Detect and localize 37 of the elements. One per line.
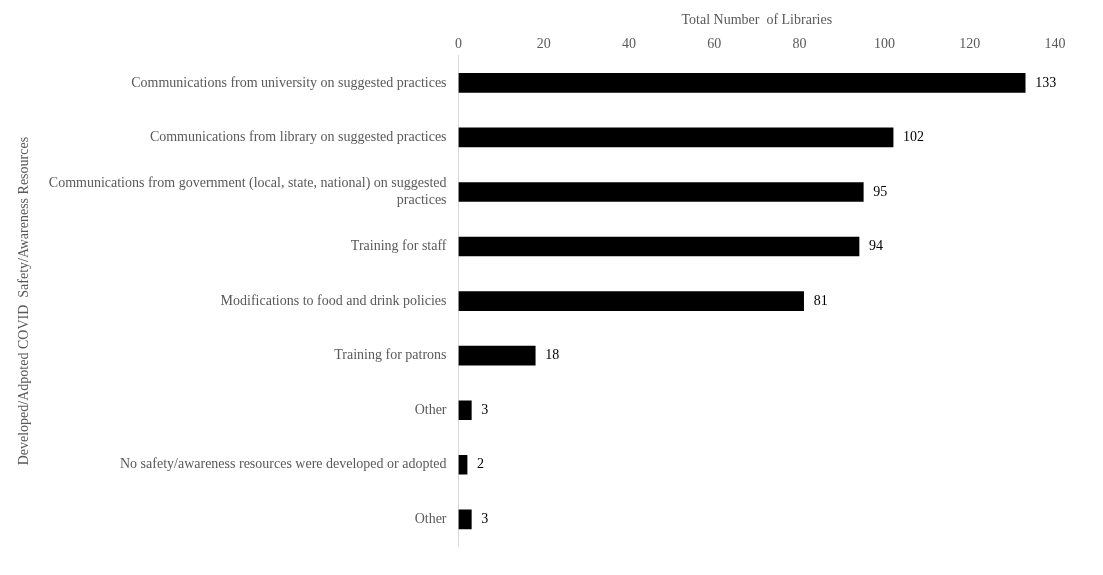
data-label: 3	[481, 401, 489, 417]
y-tick-label: Communications from university on suggested practices	[131, 74, 447, 90]
bar	[458, 127, 894, 148]
x-tick-label: 20	[536, 35, 551, 51]
x-tick-label: 80	[792, 35, 807, 51]
x-tick-label: 60	[707, 35, 722, 51]
y-tick-label: Other	[414, 510, 447, 526]
data-label: 81	[813, 292, 828, 308]
bar	[458, 509, 472, 530]
data-label: 2	[477, 456, 485, 472]
bar	[458, 182, 864, 202]
bar	[458, 345, 536, 366]
x-tick-label: 0	[455, 35, 463, 51]
y-axis-title: Developed/Adpoted COVID Safety/Awareness Resources	[16, 136, 32, 466]
y-tick-label: Training for staff	[350, 238, 447, 254]
data-label: 94	[869, 238, 884, 254]
bar	[458, 291, 804, 311]
y-tick-label: Modifications to food and drink policies	[220, 292, 447, 308]
y-tick-label: No safety/awareness resources were developed or adopted	[120, 456, 447, 472]
bar	[458, 73, 1026, 93]
y-tick-label: Other	[414, 401, 447, 417]
x-tick-label: 40	[621, 35, 636, 51]
y-tick-label: Training for patrons	[334, 347, 447, 363]
bar	[458, 454, 468, 475]
data-label: 102	[903, 129, 925, 145]
data-label: 3	[481, 510, 489, 526]
data-label: 95	[873, 183, 888, 199]
y-tick-label: Communications from library on suggested practices	[149, 129, 447, 145]
x-tick-label: 140	[1044, 35, 1066, 51]
bar	[458, 400, 472, 421]
x-axis-title: Total Number of Libraries	[681, 12, 833, 28]
data-label: 18	[545, 347, 560, 363]
bar	[458, 236, 860, 257]
x-tick-label: 100	[874, 35, 896, 51]
data-label: 133	[1035, 74, 1057, 90]
x-tick-label: 120	[959, 35, 981, 51]
y-tick-label: Communications from government (local, state, national) on suggested practices	[48, 175, 447, 208]
